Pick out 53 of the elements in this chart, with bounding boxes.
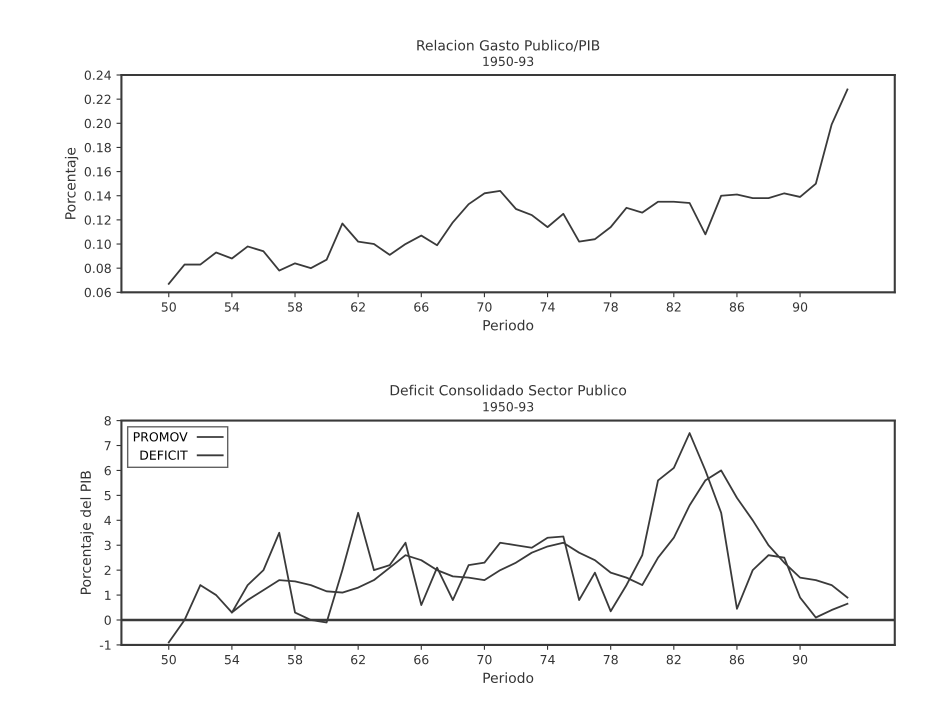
y-tick-label: 0.08 bbox=[84, 264, 111, 274]
legend-label: DEFICIT bbox=[140, 450, 188, 460]
x-tick-label: 82 bbox=[666, 654, 681, 664]
x-tick-label: 66 bbox=[414, 654, 428, 664]
chart-title: Relacion Gasto Publico/PIB bbox=[417, 40, 600, 52]
y-tick-label: 3 bbox=[104, 540, 111, 550]
y-tick-label: 0.20 bbox=[84, 118, 111, 128]
y-tick-label: 8 bbox=[104, 416, 111, 426]
x-tick-label: 86 bbox=[730, 302, 744, 312]
x-tick-label: 74 bbox=[540, 655, 555, 664]
y-tick-label: 0.16 bbox=[84, 167, 111, 177]
y-tick-label: -1 bbox=[100, 640, 111, 650]
y-tick-label: 2 bbox=[104, 566, 110, 575]
x-axis-title: Periodo bbox=[484, 672, 534, 684]
x-tick-label: 90 bbox=[792, 302, 808, 312]
y-tick-label: 0.06 bbox=[84, 288, 111, 298]
x-tick-label: 78 bbox=[604, 654, 618, 664]
y-tick-label: 0.14 bbox=[84, 191, 111, 201]
chart-title: Deficit Consolidado Sector Publico bbox=[390, 384, 626, 396]
x-axis-title: Periodo bbox=[484, 320, 534, 330]
x-tick-label: 70 bbox=[477, 302, 492, 312]
x-tick-label: 90 bbox=[792, 654, 808, 664]
y-tick-label: 0.10 bbox=[84, 240, 111, 249]
x-tick-label: 62 bbox=[351, 654, 365, 664]
x-tick-label: 86 bbox=[730, 654, 744, 664]
y-tick-label: 4 bbox=[104, 516, 111, 526]
x-tick-label: 54 bbox=[224, 302, 240, 312]
chart-subtitle: 1950-93 bbox=[483, 402, 534, 412]
x-tick-label: 82 bbox=[666, 302, 681, 312]
y-tick-label: 0.24 bbox=[84, 70, 111, 80]
x-tick-label: 62 bbox=[351, 302, 365, 312]
y-tick-label: 1 bbox=[105, 590, 111, 600]
y-tick-label: 6 bbox=[104, 466, 111, 476]
y-tick-label: 7 bbox=[104, 441, 111, 450]
x-tick-label: 70 bbox=[477, 654, 492, 664]
legend-label: PROMOV bbox=[134, 432, 188, 442]
y-tick-label: 5 bbox=[104, 491, 111, 500]
y-axis-title: Porcentaje bbox=[64, 148, 78, 219]
x-tick-label: 66 bbox=[414, 302, 428, 312]
y-tick-label: 0 bbox=[104, 615, 111, 625]
x-tick-label: 78 bbox=[604, 302, 618, 312]
y-tick-label: 0.22 bbox=[84, 94, 110, 104]
x-tick-label: 54 bbox=[224, 655, 240, 664]
x-tick-label: 50 bbox=[162, 654, 176, 664]
y-tick-label: 0.12 bbox=[84, 215, 110, 225]
y-axis-title: Porcentaje del PIB bbox=[80, 471, 94, 594]
chart-subtitle: 1950-93 bbox=[483, 56, 534, 66]
x-tick-label: 74 bbox=[540, 302, 555, 312]
x-tick-label: 58 bbox=[288, 302, 302, 312]
x-tick-label: 50 bbox=[162, 302, 176, 312]
line-series bbox=[168, 88, 848, 285]
x-tick-label: 58 bbox=[288, 654, 302, 664]
y-tick-label: 0.18 bbox=[84, 142, 111, 152]
